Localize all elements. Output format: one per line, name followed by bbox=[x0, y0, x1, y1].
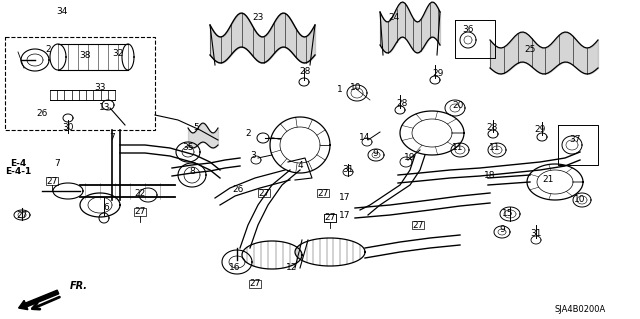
Text: 11: 11 bbox=[489, 144, 500, 152]
Text: 27: 27 bbox=[134, 207, 146, 217]
Text: 6: 6 bbox=[103, 204, 109, 212]
Bar bbox=[317, 189, 329, 197]
Text: 28: 28 bbox=[486, 123, 498, 132]
Text: 11: 11 bbox=[452, 144, 464, 152]
Text: 29: 29 bbox=[534, 125, 546, 135]
Text: 37: 37 bbox=[569, 136, 580, 145]
Text: 8: 8 bbox=[189, 167, 195, 176]
Bar bbox=[46, 177, 58, 185]
Text: 26: 26 bbox=[36, 108, 48, 117]
Text: 17: 17 bbox=[339, 211, 351, 219]
Text: 28: 28 bbox=[300, 68, 310, 77]
Text: 34: 34 bbox=[56, 8, 68, 17]
Text: 1: 1 bbox=[337, 85, 343, 94]
Text: 13: 13 bbox=[99, 103, 111, 113]
Text: 10: 10 bbox=[350, 84, 362, 93]
Text: 25: 25 bbox=[524, 46, 536, 55]
Text: 28: 28 bbox=[396, 99, 408, 108]
FancyArrow shape bbox=[19, 290, 59, 310]
Text: 27: 27 bbox=[250, 279, 260, 288]
Text: E-4: E-4 bbox=[10, 159, 26, 167]
Text: 21: 21 bbox=[542, 175, 554, 184]
Text: 3: 3 bbox=[250, 151, 256, 160]
Bar bbox=[134, 208, 146, 216]
Text: 27: 27 bbox=[317, 189, 329, 197]
Text: FR.: FR. bbox=[70, 281, 88, 291]
Text: 17: 17 bbox=[339, 194, 351, 203]
Bar bbox=[249, 280, 261, 288]
Text: 9: 9 bbox=[499, 226, 505, 234]
Text: 24: 24 bbox=[388, 13, 399, 23]
Text: SJA4B0200A: SJA4B0200A bbox=[554, 306, 605, 315]
Text: 36: 36 bbox=[462, 26, 474, 34]
Text: 31: 31 bbox=[342, 166, 354, 174]
Text: 38: 38 bbox=[79, 51, 91, 61]
Text: 22: 22 bbox=[134, 189, 146, 197]
Text: 29: 29 bbox=[432, 69, 444, 78]
Text: 19: 19 bbox=[404, 153, 416, 162]
Text: 15: 15 bbox=[502, 209, 514, 218]
Bar bbox=[5, 37, 155, 130]
Text: 2: 2 bbox=[245, 129, 251, 137]
Text: 7: 7 bbox=[54, 159, 60, 167]
Text: 23: 23 bbox=[252, 13, 264, 23]
Bar bbox=[258, 189, 270, 197]
Text: 10: 10 bbox=[574, 196, 586, 204]
Text: 14: 14 bbox=[359, 133, 371, 143]
Text: 30: 30 bbox=[62, 122, 74, 131]
Bar bbox=[324, 214, 336, 222]
Text: 27: 27 bbox=[259, 189, 269, 197]
Text: 27: 27 bbox=[412, 220, 424, 229]
Text: 32: 32 bbox=[112, 49, 124, 58]
Text: 2: 2 bbox=[45, 46, 51, 55]
Bar bbox=[412, 221, 424, 229]
Text: 12: 12 bbox=[286, 263, 298, 272]
Text: 7: 7 bbox=[109, 133, 115, 143]
Text: 9: 9 bbox=[372, 149, 378, 158]
Text: 27: 27 bbox=[46, 176, 58, 186]
Text: 31: 31 bbox=[531, 228, 541, 238]
Text: 33: 33 bbox=[94, 83, 106, 92]
Text: 27: 27 bbox=[324, 213, 336, 222]
Bar bbox=[324, 214, 336, 222]
Text: 5: 5 bbox=[193, 123, 199, 132]
Text: 20: 20 bbox=[452, 100, 464, 109]
Text: 35: 35 bbox=[182, 144, 194, 152]
Text: 4: 4 bbox=[297, 160, 303, 169]
Text: 16: 16 bbox=[229, 263, 241, 272]
Text: 18: 18 bbox=[484, 170, 496, 180]
Text: E-4-1: E-4-1 bbox=[5, 167, 31, 176]
Text: 27: 27 bbox=[16, 211, 28, 219]
Text: 26: 26 bbox=[232, 186, 244, 195]
